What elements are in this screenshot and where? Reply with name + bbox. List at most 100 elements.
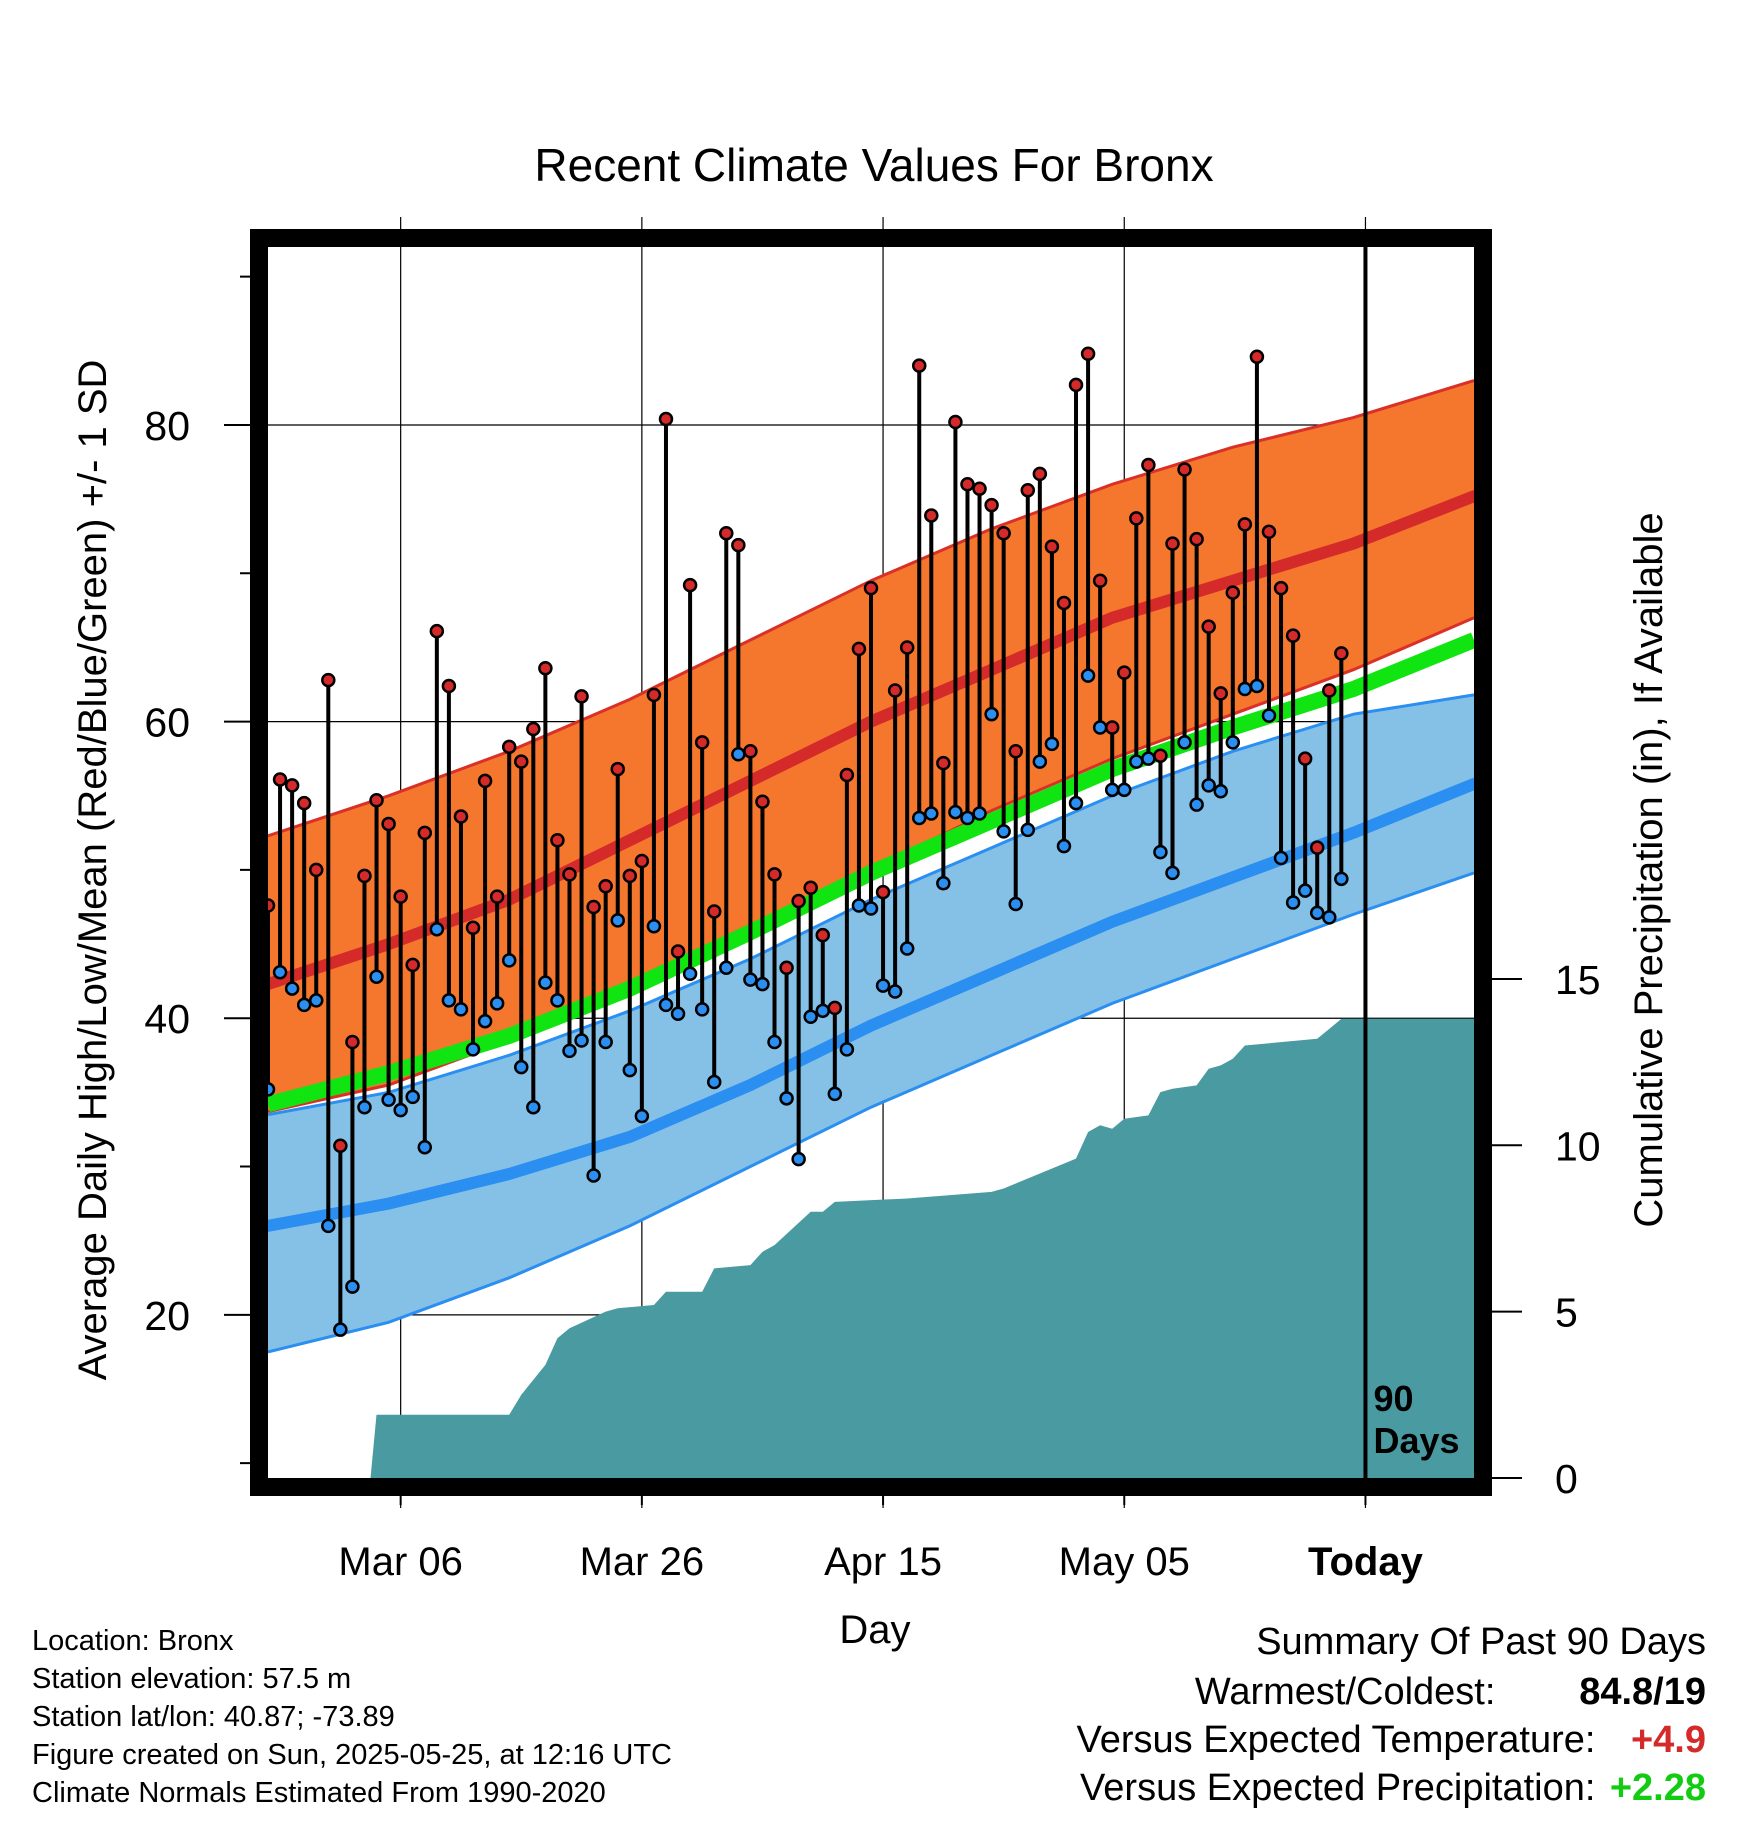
daily-high-point bbox=[550, 833, 565, 848]
daily-low-point bbox=[791, 1151, 806, 1167]
daily-high-point bbox=[514, 754, 529, 769]
daily-high-point bbox=[1297, 751, 1313, 766]
daily-high-point bbox=[1165, 536, 1180, 551]
daily-low-point bbox=[779, 1091, 794, 1106]
daily-low-point bbox=[526, 1099, 541, 1115]
daily-low-point bbox=[1285, 895, 1301, 910]
daily-high-point bbox=[538, 660, 553, 676]
daily-high-point bbox=[887, 683, 903, 698]
daily-low-point bbox=[1297, 883, 1313, 898]
daily-high-point bbox=[1285, 628, 1301, 643]
daily-high-point bbox=[936, 755, 951, 771]
daily-high-point bbox=[268, 898, 276, 913]
daily-low-point bbox=[719, 960, 734, 976]
daily-high-point bbox=[658, 411, 674, 427]
daily-high-point bbox=[610, 761, 625, 777]
daily-low-point bbox=[706, 1074, 722, 1090]
daily-high-point bbox=[972, 481, 987, 497]
daily-high-point bbox=[357, 868, 372, 884]
y-tick-label: 80 bbox=[144, 403, 190, 449]
daily-low-point bbox=[441, 993, 457, 1008]
daily-high-point bbox=[815, 927, 831, 943]
daily-low-point bbox=[1020, 822, 1036, 838]
daily-high-point bbox=[272, 772, 288, 787]
info-created: Figure created on Sun, 2025-05-25, at 12… bbox=[32, 1739, 672, 1771]
daily-high-point bbox=[1117, 665, 1132, 680]
daily-high-point bbox=[1068, 377, 1084, 393]
daily-low-point bbox=[489, 996, 505, 1011]
y-tick-label: 40 bbox=[144, 996, 190, 1042]
daily-low-point bbox=[731, 746, 746, 762]
daily-low-point bbox=[1068, 795, 1084, 811]
daily-low-point bbox=[1177, 735, 1192, 750]
daily-low-point bbox=[1165, 865, 1180, 881]
x-axis-title: Day bbox=[839, 1608, 910, 1652]
daily-high-point bbox=[489, 889, 505, 904]
daily-low-point bbox=[1008, 896, 1023, 912]
summary-warmest-row: Warmest/Coldest: 84.8/19 bbox=[1077, 1668, 1706, 1716]
daily-low-point bbox=[321, 1218, 336, 1234]
summary-temp-value: +4.9 bbox=[1630, 1719, 1706, 1761]
daily-low-point bbox=[863, 901, 879, 916]
daily-high-point bbox=[526, 721, 541, 737]
daily-high-point bbox=[827, 1000, 843, 1016]
daily-high-point bbox=[682, 577, 698, 593]
daily-low-point bbox=[1080, 668, 1096, 683]
y2-tick-label: 0 bbox=[1555, 1456, 1578, 1502]
daily-low-point bbox=[514, 1059, 529, 1075]
daily-high-point bbox=[791, 893, 806, 909]
daily-high-point bbox=[321, 672, 336, 688]
daily-low-point bbox=[899, 941, 915, 956]
y2-axis-title: Cumulative Precipitation (in), If Availa… bbox=[1627, 512, 1671, 1227]
daily-high-point bbox=[1201, 619, 1216, 634]
daily-high-point bbox=[1008, 744, 1023, 759]
x-tick-label: Today bbox=[1308, 1540, 1424, 1584]
daily-low-point bbox=[598, 1034, 613, 1050]
today-annotation-days-word: Days bbox=[1373, 1420, 1459, 1461]
x-tick-label: Mar 26 bbox=[580, 1540, 705, 1584]
daily-high-point bbox=[308, 862, 324, 878]
daily-low-point bbox=[1129, 754, 1144, 769]
daily-low-point bbox=[924, 806, 939, 821]
daily-low-point bbox=[465, 1042, 481, 1057]
daily-low-point bbox=[1334, 871, 1349, 887]
x-tick-label: Mar 06 bbox=[338, 1540, 463, 1584]
daily-high-point bbox=[875, 884, 891, 900]
daily-low-point bbox=[345, 1279, 360, 1294]
daily-low-point bbox=[658, 997, 674, 1013]
daily-high-point bbox=[863, 580, 879, 596]
daily-low-point bbox=[1056, 838, 1072, 854]
daily-high-point bbox=[1177, 462, 1192, 477]
daily-low-point bbox=[972, 806, 987, 821]
summary-precip-value: +2.28 bbox=[1609, 1767, 1706, 1809]
daily-low-point bbox=[1347, 0, 1359, 6]
daily-low-point bbox=[767, 1034, 782, 1050]
daily-low-point bbox=[936, 876, 951, 891]
daily-low-point bbox=[1153, 844, 1168, 860]
daily-low-point bbox=[538, 975, 553, 990]
daily-low-point bbox=[1309, 905, 1325, 921]
daily-high-point bbox=[1213, 686, 1228, 701]
daily-low-point bbox=[417, 1140, 433, 1155]
daily-high-point bbox=[284, 778, 300, 793]
series-group bbox=[268, 0, 1474, 1478]
daily-high-point bbox=[984, 497, 999, 513]
daily-high-point bbox=[1153, 748, 1168, 763]
daily-low-point bbox=[333, 1322, 348, 1337]
daily-low-point bbox=[1213, 784, 1228, 799]
daily-high-point bbox=[417, 825, 433, 841]
summary-warmest-label: Warmest/Coldest: bbox=[1194, 1671, 1496, 1713]
daily-high-point bbox=[598, 878, 613, 894]
chart-title: Recent Climate Values For Bronx bbox=[534, 139, 1213, 191]
daily-high-point bbox=[743, 744, 758, 759]
daily-high-point bbox=[574, 689, 589, 704]
daily-high-point bbox=[393, 889, 408, 904]
daily-low-point bbox=[562, 1043, 577, 1059]
daily-low-point bbox=[393, 1102, 408, 1118]
info-location: Location: Bronx bbox=[32, 1625, 234, 1657]
daily-high-point bbox=[1189, 531, 1204, 547]
daily-low-point bbox=[296, 997, 312, 1013]
summary-temp-label: Versus Expected Temperature: bbox=[1076, 1719, 1596, 1761]
daily-high-point bbox=[1225, 585, 1241, 600]
